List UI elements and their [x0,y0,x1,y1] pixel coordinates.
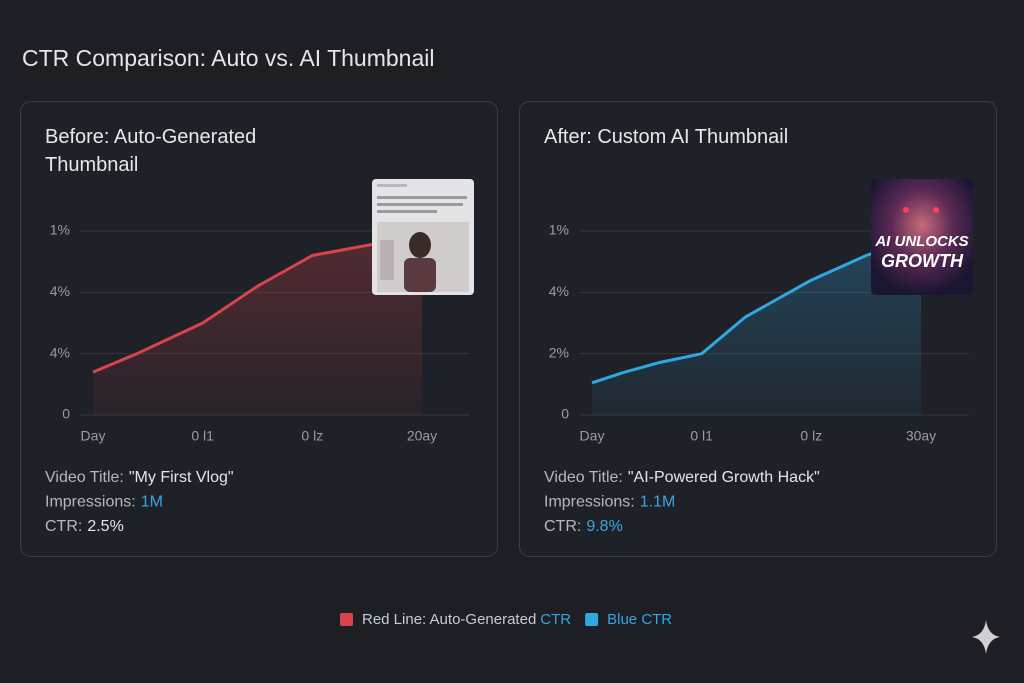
y-tick-label: 4% [50,344,70,360]
line-area [93,237,422,415]
x-tick-label: 20ay [407,428,437,444]
detail-value: 9.8% [586,518,622,535]
detail-label: Video Title: [45,469,124,486]
y-tick-label: 0 [62,406,70,422]
y-tick-label: 4% [50,283,70,299]
detail: Video Title: "My First Vlog" [45,469,234,486]
detail-value: 2.5% [87,518,123,535]
detail-label: CTR: [544,518,581,535]
legend-text: Red Line: Auto-Generated [362,611,536,628]
line-area [592,237,921,415]
x-tick-label: Day [81,428,106,444]
thumbnail: AI UNLOCKS GROWTH [871,179,973,295]
y-tick-label: 1% [549,222,569,238]
thumbnail [372,179,474,295]
page-title: CTR Comparison: Auto vs. AI Thumbnail [22,45,434,71]
legend-text: Blue CTR [607,611,672,628]
x-tick-label: Day [580,428,605,444]
detail-value: 1.1M [640,494,676,511]
detail-value: "My First Vlog" [129,469,234,486]
legend-swatch [340,613,353,626]
detail-value: 1M [141,494,163,511]
legend-swatch [585,613,599,626]
y-tick-label: 2% [549,344,569,360]
x-tick-label: 0 l1 [690,428,713,444]
detail: Video Title: "AI-Powered Growth Hack" [544,469,820,486]
detail-value: "AI-Powered Growth Hack" [628,469,820,486]
card-title: Before: Auto-Generated Thumbnail [45,126,257,176]
y-tick-label: 4% [549,283,569,299]
detail-label: Video Title: [544,469,623,486]
detail: CTR: 9.8% [544,518,623,535]
x-tick-label: 0 lz [301,428,323,444]
detail: Impressions: 1.1M [544,494,675,511]
detail: Impressions: 1M [45,494,163,511]
detail: CTR: 2.5% [45,518,124,535]
x-tick-label: 0 l1 [191,428,214,444]
detail-label: Impressions: [45,494,136,511]
thumbnail-text: GROWTH [881,251,964,271]
sparkle-icon [972,620,1000,654]
x-tick-label: 30ay [906,428,936,444]
legend-suffix: CTR [540,611,571,628]
card-title: After: Custom AI Thumbnail [544,126,789,148]
y-tick-label: 0 [561,406,569,422]
thumbnail-text: AI UNLOCKS [874,233,968,250]
legend-label: Blue CTR [607,611,672,628]
detail-label: Impressions: [544,494,635,511]
y-tick-label: 1% [50,222,70,238]
legend-label: Red Line: Auto-Generated CTR [362,611,571,628]
line [591,235,922,385]
x-tick-label: 0 lz [800,428,822,444]
detail-label: CTR: [45,518,82,535]
